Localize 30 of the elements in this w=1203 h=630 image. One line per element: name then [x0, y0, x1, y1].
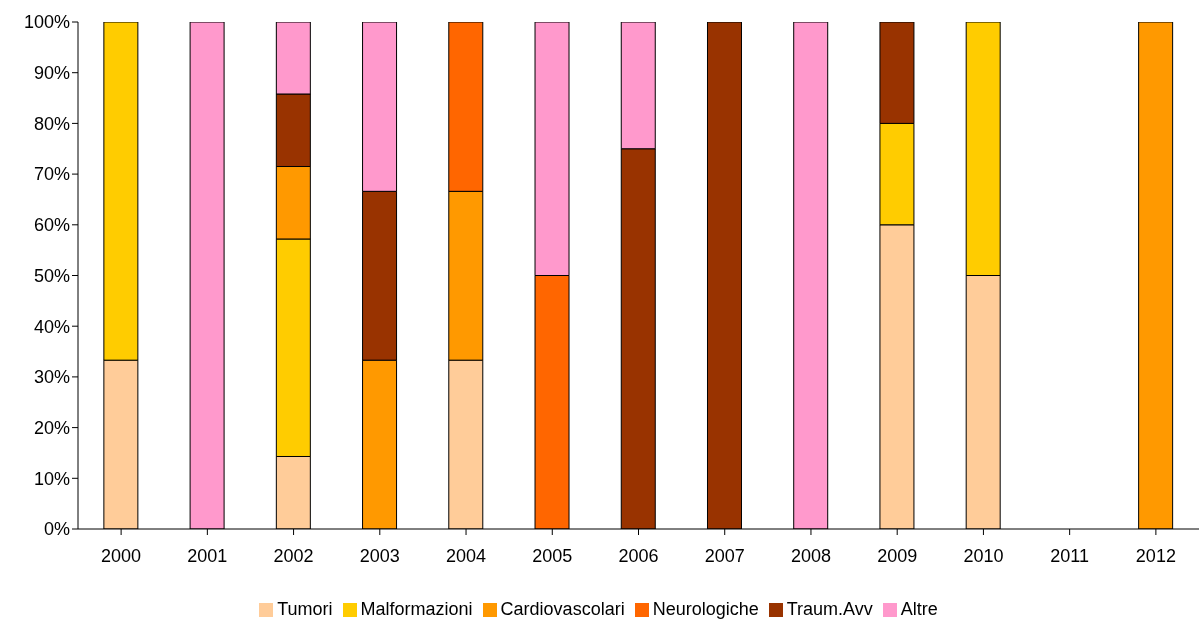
- x-tick-label: 2010: [963, 545, 1004, 566]
- y-tick-label: 20%: [33, 417, 70, 438]
- legend-label: Cardiovascolari: [500, 599, 625, 619]
- y-tick-label: 40%: [33, 316, 70, 337]
- x-tick-label: 2001: [187, 545, 228, 566]
- x-tick-label: 2007: [704, 545, 745, 566]
- x-tick-label: 2005: [532, 545, 573, 566]
- x-tick-label: 2006: [618, 545, 659, 566]
- y-tick-label: 50%: [33, 265, 70, 286]
- x-tick-label: 2011: [1050, 545, 1090, 566]
- legend-label: Neurologiche: [652, 599, 759, 619]
- y-tick-label: 30%: [33, 367, 70, 388]
- y-tick-label: 90%: [33, 63, 70, 84]
- y-tick-label: 70%: [33, 164, 70, 185]
- x-tick-label: 2000: [101, 545, 142, 566]
- y-tick-label: 80%: [33, 113, 70, 134]
- x-tick-label: 2004: [446, 545, 487, 566]
- y-tick-label: 60%: [33, 215, 70, 236]
- y-tick-label: 100%: [23, 12, 70, 33]
- x-tick-label: 2012: [1135, 545, 1176, 566]
- x-tick-label: 2003: [359, 545, 400, 566]
- x-tick-label: 2008: [790, 545, 831, 566]
- legend-label: Traum.Avv: [786, 599, 873, 619]
- x-tick-label: 2002: [273, 545, 314, 566]
- legend-label: Tumori: [277, 599, 333, 619]
- y-tick-label: 10%: [33, 468, 70, 489]
- x-tick-label: 2009: [877, 545, 918, 566]
- legend-label: Malformazioni: [360, 599, 473, 619]
- y-tick-label: 0%: [43, 519, 70, 540]
- legend-label: Altre: [900, 599, 938, 619]
